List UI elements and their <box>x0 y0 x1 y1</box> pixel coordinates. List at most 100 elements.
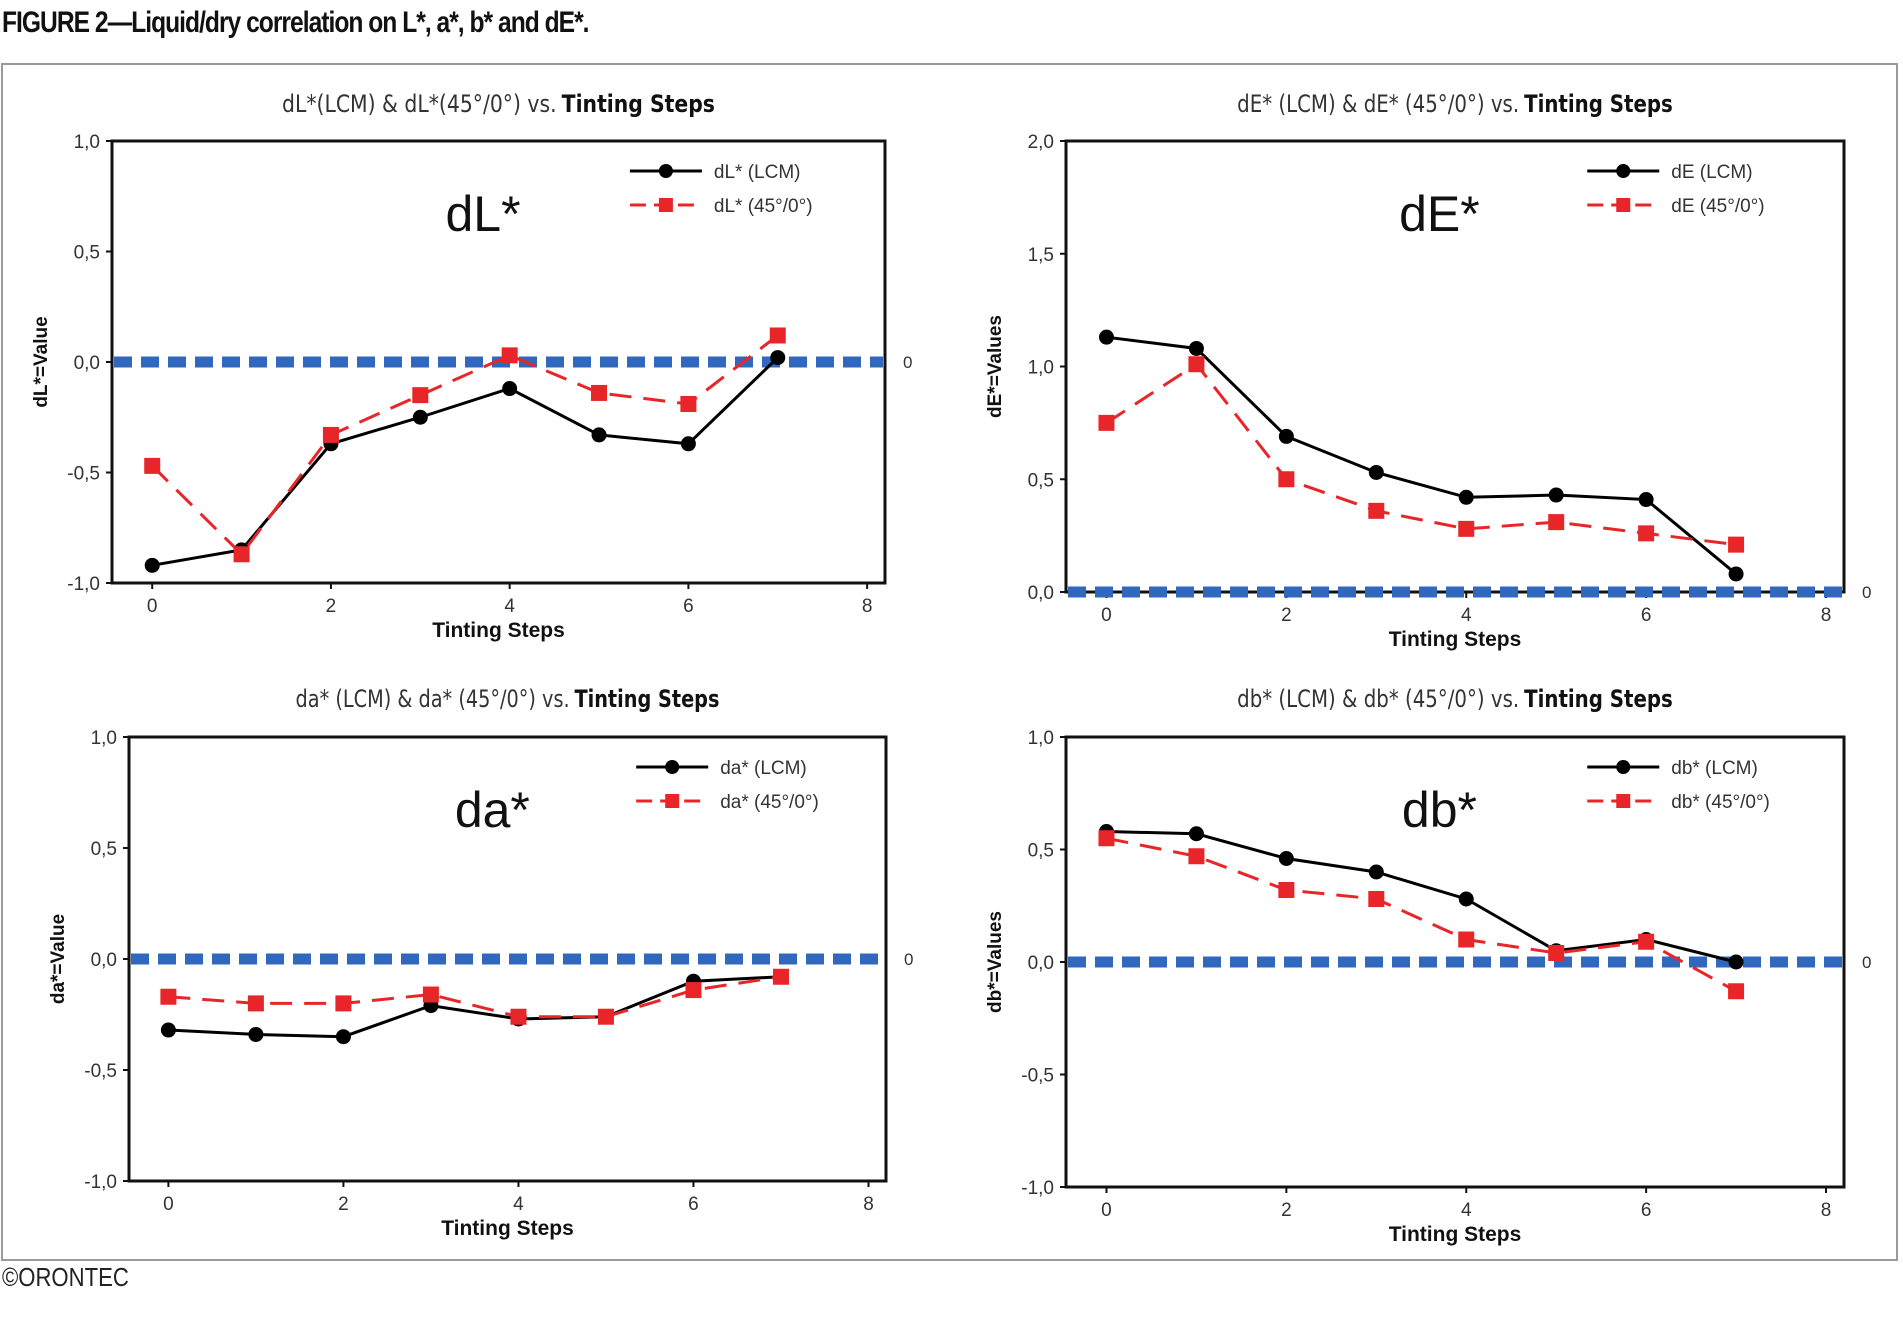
legend-marker-circle <box>665 760 680 774</box>
y-tick-label: 0,0 <box>1028 583 1054 604</box>
chart-title-bold: Tinting Steps <box>1524 685 1673 713</box>
series-line-45-0 <box>1106 836 1737 993</box>
chart-title-bold: Tinting Steps <box>1524 90 1673 118</box>
data-point-lcm <box>1098 329 1114 345</box>
legend-label: dL* (LCM) <box>714 162 801 183</box>
chart-title-bold: Tinting Steps <box>574 685 719 713</box>
data-point-45-0 <box>1458 520 1475 537</box>
y-tick-label: 0,5 <box>74 243 100 264</box>
y-tick-label: 0,5 <box>91 839 117 860</box>
x-tick-label: 2 <box>338 1194 349 1215</box>
copyright-credit: ©ORONTEC <box>2 1262 129 1292</box>
y-tick-label: 1,0 <box>74 132 100 153</box>
data-point-lcm <box>680 436 696 452</box>
data-point-45-0 <box>597 1008 614 1025</box>
x-tick-label: 8 <box>862 596 873 617</box>
data-point-45-0 <box>1728 536 1745 553</box>
chart-title-text: dE* (LCM) & dE* (45°/0°) vs. <box>1237 90 1519 118</box>
chart-title-text: db* (LCM) & db* (45°/0°) vs. <box>1237 685 1519 713</box>
chart-title-text: dL*(LCM) & dL*(45°/0°) vs. <box>282 90 557 118</box>
data-point-45-0 <box>233 546 250 563</box>
x-tick-label: 6 <box>683 596 694 617</box>
data-point-45-0 <box>1098 414 1115 431</box>
data-point-lcm <box>1278 851 1294 866</box>
legend-marker-square <box>665 794 680 808</box>
y-axis-label: dL*=Value <box>31 316 52 407</box>
data-point-lcm <box>1368 864 1384 880</box>
data-point-45-0 <box>510 1008 527 1025</box>
y-tick-label: 0,0 <box>74 353 100 374</box>
x-tick-label: 0 <box>1101 605 1112 626</box>
data-point-45-0 <box>322 426 339 443</box>
chart-panel-1: dE* (LCM) & dE* (45°/0°) vs.Tinting Step… <box>985 90 1871 651</box>
chart-title: dL*(LCM) & dL*(45°/0°) vs.Tinting Steps <box>282 90 715 118</box>
x-tick-label: 8 <box>1821 1200 1832 1221</box>
data-point-45-0 <box>1638 525 1655 542</box>
data-point-lcm <box>335 1029 351 1045</box>
data-point-lcm <box>1368 464 1384 480</box>
data-point-45-0 <box>772 968 789 985</box>
data-point-45-0 <box>1098 830 1115 847</box>
chart-title-bold: Tinting Steps <box>562 90 715 118</box>
data-point-45-0 <box>591 384 608 401</box>
legend-label: db* (LCM) <box>1671 758 1758 779</box>
data-point-45-0 <box>1458 931 1475 948</box>
panel-big-label: db* <box>1402 782 1477 838</box>
data-point-lcm <box>1458 489 1474 505</box>
zero-reference-label: 0 <box>904 950 913 969</box>
x-tick-label: 4 <box>1461 605 1472 626</box>
y-tick-label: -1,0 <box>67 574 100 595</box>
legend-marker-circle <box>1616 164 1631 178</box>
series-line-45-0 <box>1105 362 1737 547</box>
data-point-lcm <box>1458 891 1474 907</box>
legend-marker-circle <box>1616 760 1631 774</box>
x-tick-label: 2 <box>1281 605 1292 626</box>
data-point-lcm <box>1638 492 1654 508</box>
y-tick-label: -1,0 <box>1021 1178 1054 1199</box>
data-point-45-0 <box>1638 933 1655 950</box>
y-tick-label: 2,0 <box>1028 132 1054 153</box>
data-point-lcm <box>770 350 786 366</box>
legend-label: dE (45°/0°) <box>1671 196 1764 217</box>
data-point-45-0 <box>680 395 697 412</box>
data-point-lcm <box>591 427 607 443</box>
zero-reference-label: 0 <box>1862 953 1871 972</box>
legend-label: dE (LCM) <box>1671 162 1752 183</box>
data-point-45-0 <box>501 347 518 364</box>
x-tick-label: 8 <box>863 1194 874 1215</box>
series-line-lcm <box>1106 335 1738 576</box>
y-tick-label: 1,0 <box>91 728 117 749</box>
series-line-45-0 <box>151 334 779 557</box>
data-point-lcm <box>1548 487 1564 503</box>
legend-marker-square <box>1616 198 1631 212</box>
y-axis-label: dE*=Values <box>985 315 1006 418</box>
series-line-lcm <box>1106 830 1737 964</box>
y-tick-label: 0,5 <box>1028 841 1054 862</box>
zero-reference-label: 0 <box>1862 583 1871 602</box>
y-tick-label: -1,0 <box>84 1172 117 1193</box>
x-axis-label: Tinting Steps <box>441 1217 574 1240</box>
data-point-45-0 <box>1188 848 1205 865</box>
x-axis-label: Tinting Steps <box>1389 1223 1522 1246</box>
data-point-lcm <box>248 1026 264 1042</box>
chart-title-text: da* (LCM) & da* (45°/0°) vs. <box>296 685 570 713</box>
y-tick-label: 1,5 <box>1028 245 1054 266</box>
x-tick-label: 4 <box>504 596 515 617</box>
legend-label: da* (45°/0°) <box>720 792 819 813</box>
data-point-lcm <box>1188 340 1204 356</box>
x-tick-label: 6 <box>1641 1200 1652 1221</box>
x-axis-label: Tinting Steps <box>1389 628 1522 651</box>
x-tick-label: 2 <box>1281 1200 1292 1221</box>
data-point-lcm <box>160 1022 176 1038</box>
data-point-45-0 <box>160 988 177 1005</box>
x-tick-label: 4 <box>513 1194 524 1215</box>
data-point-lcm <box>1728 566 1744 582</box>
data-point-45-0 <box>412 387 429 404</box>
series-line-45-0 <box>168 975 782 1019</box>
data-point-45-0 <box>144 457 161 474</box>
data-point-45-0 <box>422 986 439 1003</box>
x-tick-label: 6 <box>688 1194 699 1215</box>
x-tick-label: 4 <box>1461 1200 1472 1221</box>
chart-title: db* (LCM) & db* (45°/0°) vs.Tinting Step… <box>1237 685 1673 713</box>
